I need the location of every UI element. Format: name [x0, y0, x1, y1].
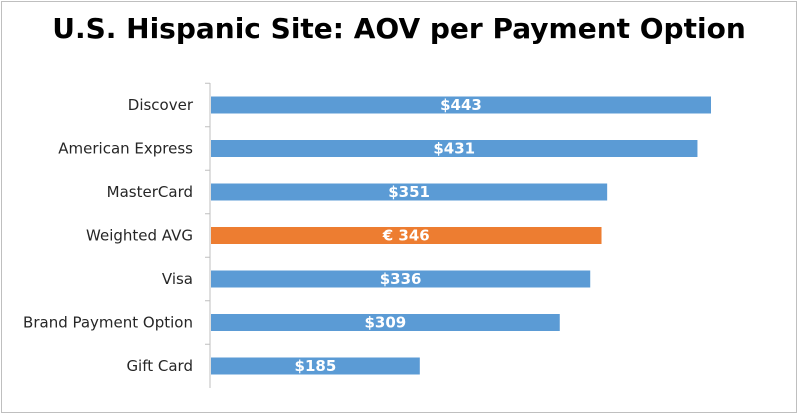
- chart-title: U.S. Hispanic Site: AOV per Payment Opti…: [52, 12, 746, 45]
- category-label: American Express: [58, 140, 193, 158]
- value-label: $443: [440, 96, 482, 114]
- value-label: $185: [295, 357, 337, 375]
- category-label: Gift Card: [126, 357, 193, 375]
- bar: [211, 96, 711, 114]
- bar: [211, 140, 698, 157]
- bar-highlight: [211, 227, 602, 244]
- value-label: $336: [380, 270, 422, 288]
- category-label: Discover: [128, 96, 194, 114]
- category-label: Weighted AVG: [86, 227, 193, 245]
- category-label: MasterCard: [107, 183, 193, 201]
- category-label: Brand Payment Option: [23, 314, 193, 332]
- value-label: € 346: [382, 227, 430, 245]
- bar: [211, 270, 591, 288]
- bar: [211, 357, 420, 375]
- category-label: Visa: [162, 270, 193, 288]
- value-label: $351: [388, 183, 430, 201]
- bar: [211, 314, 560, 331]
- value-label: $309: [365, 314, 407, 332]
- value-label: $431: [433, 140, 475, 158]
- bar: [211, 183, 608, 201]
